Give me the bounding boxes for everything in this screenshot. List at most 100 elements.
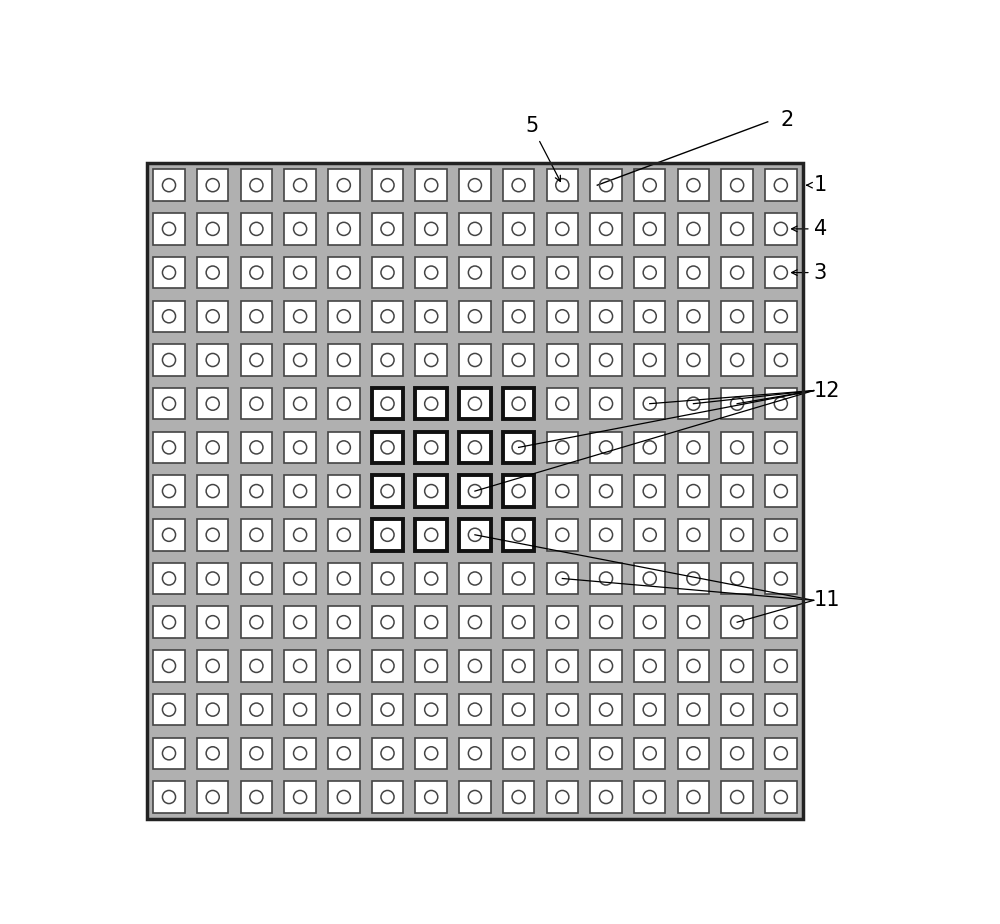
- Bar: [540, 732, 584, 775]
- Bar: [721, 475, 753, 507]
- Bar: [590, 782, 622, 813]
- Bar: [672, 207, 715, 250]
- Bar: [459, 300, 491, 332]
- Bar: [235, 513, 278, 556]
- Bar: [235, 601, 278, 644]
- Bar: [584, 338, 628, 382]
- Bar: [278, 295, 322, 338]
- Bar: [191, 382, 235, 426]
- Bar: [453, 556, 497, 601]
- Bar: [678, 782, 709, 813]
- Bar: [191, 556, 235, 601]
- Bar: [584, 644, 628, 687]
- Bar: [322, 426, 366, 469]
- Bar: [765, 475, 797, 507]
- Bar: [284, 300, 316, 332]
- Bar: [584, 601, 628, 644]
- Bar: [497, 207, 540, 250]
- Bar: [372, 694, 403, 725]
- Bar: [147, 382, 191, 426]
- Bar: [590, 300, 622, 332]
- Bar: [197, 257, 228, 288]
- Bar: [547, 388, 578, 419]
- Bar: [147, 164, 803, 819]
- Bar: [672, 164, 715, 207]
- Bar: [328, 432, 360, 463]
- Bar: [453, 250, 497, 295]
- Bar: [241, 782, 272, 813]
- Bar: [459, 519, 491, 551]
- Bar: [372, 737, 403, 769]
- Bar: [147, 644, 191, 687]
- Bar: [372, 388, 403, 419]
- Bar: [322, 250, 366, 295]
- Bar: [547, 257, 578, 288]
- Bar: [590, 432, 622, 463]
- Bar: [540, 338, 584, 382]
- Bar: [634, 300, 665, 332]
- Bar: [197, 563, 228, 594]
- Bar: [235, 687, 278, 732]
- Bar: [459, 606, 491, 638]
- Bar: [241, 694, 272, 725]
- Bar: [153, 694, 185, 725]
- Bar: [590, 563, 622, 594]
- Bar: [503, 432, 534, 463]
- Bar: [328, 388, 360, 419]
- Bar: [540, 644, 584, 687]
- Bar: [191, 601, 235, 644]
- Bar: [765, 432, 797, 463]
- Bar: [147, 207, 191, 250]
- Bar: [759, 687, 803, 732]
- Bar: [715, 556, 759, 601]
- Bar: [197, 300, 228, 332]
- Bar: [628, 469, 672, 513]
- Bar: [366, 164, 409, 207]
- Bar: [503, 475, 534, 507]
- Bar: [372, 345, 403, 376]
- Bar: [235, 338, 278, 382]
- Bar: [459, 475, 491, 507]
- Bar: [759, 556, 803, 601]
- Bar: [372, 169, 403, 201]
- Bar: [721, 694, 753, 725]
- Bar: [153, 257, 185, 288]
- Bar: [634, 169, 665, 201]
- Bar: [372, 650, 403, 682]
- Bar: [241, 650, 272, 682]
- Bar: [540, 687, 584, 732]
- Bar: [672, 426, 715, 469]
- Bar: [284, 345, 316, 376]
- Bar: [197, 345, 228, 376]
- Bar: [584, 775, 628, 819]
- Bar: [415, 606, 447, 638]
- Bar: [678, 519, 709, 551]
- Bar: [759, 601, 803, 644]
- Bar: [765, 169, 797, 201]
- Bar: [284, 257, 316, 288]
- Bar: [366, 556, 409, 601]
- Bar: [241, 737, 272, 769]
- Bar: [191, 469, 235, 513]
- Bar: [415, 300, 447, 332]
- Bar: [678, 300, 709, 332]
- Bar: [278, 338, 322, 382]
- Bar: [453, 469, 497, 513]
- Bar: [721, 345, 753, 376]
- Bar: [759, 426, 803, 469]
- Bar: [197, 388, 228, 419]
- Bar: [322, 338, 366, 382]
- Bar: [759, 382, 803, 426]
- Bar: [547, 737, 578, 769]
- Bar: [503, 345, 534, 376]
- Bar: [278, 382, 322, 426]
- Bar: [415, 169, 447, 201]
- Bar: [547, 345, 578, 376]
- Bar: [540, 250, 584, 295]
- Bar: [278, 687, 322, 732]
- Bar: [634, 345, 665, 376]
- Text: 3: 3: [792, 262, 827, 283]
- Bar: [409, 687, 453, 732]
- Bar: [453, 775, 497, 819]
- Bar: [191, 426, 235, 469]
